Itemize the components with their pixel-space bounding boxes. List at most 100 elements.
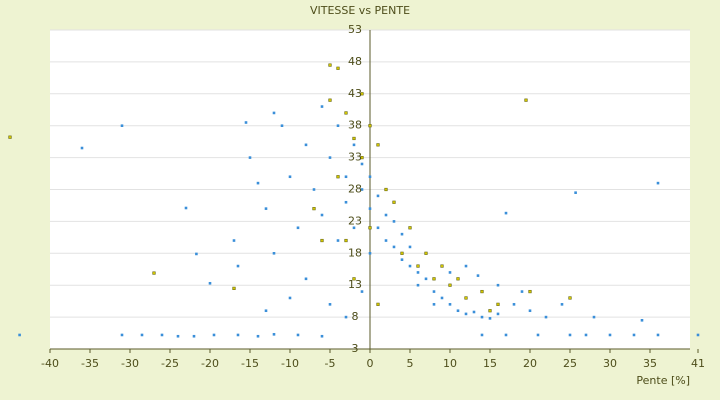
point bbox=[376, 226, 380, 230]
y-tick-label: 28 bbox=[348, 183, 362, 196]
point bbox=[456, 309, 460, 313]
point bbox=[288, 175, 292, 179]
point bbox=[244, 121, 248, 124]
point bbox=[400, 251, 404, 255]
y-tick-label: 53 bbox=[348, 23, 362, 36]
point bbox=[272, 252, 276, 255]
point bbox=[560, 303, 564, 306]
point bbox=[296, 333, 300, 337]
x-tick-label: 0 bbox=[367, 357, 374, 370]
point bbox=[512, 303, 516, 306]
y-tick-label: 33 bbox=[348, 151, 362, 164]
point bbox=[195, 252, 198, 256]
point bbox=[304, 143, 308, 147]
y-tick-label: 8 bbox=[352, 310, 359, 323]
point bbox=[344, 200, 348, 204]
point bbox=[328, 63, 332, 67]
point bbox=[140, 333, 144, 337]
point bbox=[392, 200, 396, 204]
point bbox=[344, 111, 348, 115]
x-tick-label: 5 bbox=[407, 357, 414, 370]
point bbox=[448, 283, 452, 287]
point bbox=[528, 289, 532, 294]
point bbox=[360, 92, 364, 96]
point bbox=[488, 317, 492, 320]
point bbox=[328, 98, 332, 102]
point bbox=[464, 296, 468, 300]
point bbox=[424, 277, 428, 281]
point bbox=[80, 146, 84, 150]
x-tick-label: 10 bbox=[443, 357, 457, 370]
x-tick-label: 15 bbox=[483, 357, 497, 370]
point bbox=[304, 277, 308, 281]
point bbox=[524, 98, 528, 102]
point bbox=[236, 333, 240, 337]
point bbox=[592, 315, 596, 319]
x-tick-label: -5 bbox=[325, 357, 336, 370]
point bbox=[192, 334, 196, 338]
point bbox=[432, 277, 436, 281]
point bbox=[488, 309, 492, 313]
point bbox=[160, 333, 164, 337]
point bbox=[448, 303, 452, 306]
chart-title: VITESSE vs PENTE bbox=[310, 4, 410, 17]
point bbox=[584, 333, 588, 337]
y-tick-label: 43 bbox=[348, 87, 362, 100]
point bbox=[608, 333, 612, 337]
point bbox=[432, 290, 436, 293]
point bbox=[496, 312, 500, 316]
point bbox=[328, 303, 332, 306]
point bbox=[464, 264, 468, 268]
point bbox=[152, 271, 156, 275]
point bbox=[528, 309, 532, 313]
x-tick-label: -10 bbox=[281, 357, 299, 370]
x-tick-label: 41 bbox=[691, 357, 705, 370]
point bbox=[312, 207, 316, 211]
x-tick-label: -25 bbox=[161, 357, 179, 370]
point bbox=[432, 303, 436, 306]
point bbox=[368, 175, 372, 179]
point bbox=[120, 124, 124, 127]
point bbox=[400, 232, 404, 236]
point bbox=[496, 283, 500, 287]
point bbox=[384, 187, 388, 192]
point bbox=[272, 333, 276, 336]
point bbox=[344, 175, 348, 179]
point bbox=[264, 309, 268, 313]
point bbox=[368, 226, 372, 230]
point bbox=[368, 124, 372, 128]
point bbox=[480, 315, 484, 319]
point bbox=[312, 188, 316, 191]
point bbox=[360, 290, 364, 293]
point bbox=[568, 333, 572, 337]
point bbox=[448, 271, 452, 274]
x-tick-label: 20 bbox=[523, 357, 537, 370]
point bbox=[256, 181, 260, 185]
point bbox=[344, 238, 348, 243]
y-tick-label: 23 bbox=[348, 214, 362, 227]
x-tick-label: 35 bbox=[643, 357, 657, 370]
point bbox=[568, 296, 572, 300]
point bbox=[352, 226, 356, 230]
point bbox=[18, 333, 21, 337]
point bbox=[184, 206, 188, 210]
x-tick-label: 25 bbox=[563, 357, 577, 370]
point bbox=[236, 264, 240, 268]
point bbox=[368, 252, 372, 255]
x-tick-label: -15 bbox=[241, 357, 259, 370]
point bbox=[288, 296, 292, 300]
point bbox=[352, 136, 356, 141]
point bbox=[440, 296, 444, 300]
point bbox=[212, 333, 216, 337]
point bbox=[272, 111, 276, 115]
point bbox=[520, 290, 524, 293]
point bbox=[480, 289, 484, 294]
point bbox=[352, 277, 356, 281]
point bbox=[392, 220, 396, 223]
point bbox=[640, 318, 644, 322]
x-tick-label: -30 bbox=[121, 357, 139, 370]
point bbox=[400, 258, 404, 261]
point bbox=[424, 251, 428, 255]
y-tick-label: 3 bbox=[352, 342, 359, 355]
